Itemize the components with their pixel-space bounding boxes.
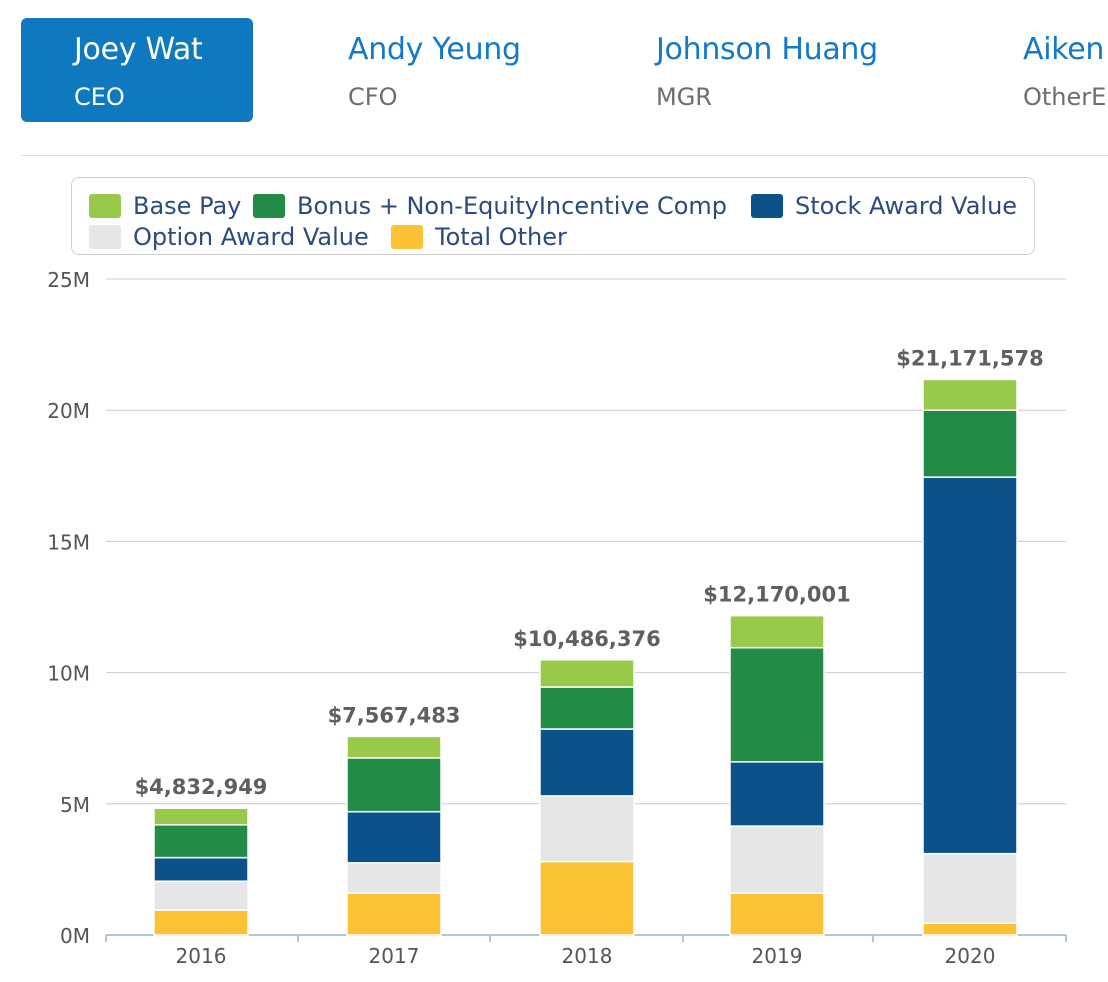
legend-swatch	[751, 194, 783, 218]
legend-item-stock-award[interactable]: Stock Award Value	[751, 192, 1017, 220]
legend-swatch	[89, 194, 121, 218]
bar-segment[interactable]	[922, 476, 1018, 855]
bar-segment[interactable]	[346, 757, 442, 813]
tab-johnson-huang[interactable]: Johnson Huang MGR	[656, 18, 878, 122]
legend-swatch	[253, 194, 285, 218]
bar-total-label: $21,171,578	[896, 346, 1043, 370]
tabs-divider	[20, 155, 1108, 156]
bar-segment[interactable]	[346, 810, 442, 864]
bar-segment[interactable]	[922, 852, 1018, 924]
tab-name: Andy Yeung	[348, 32, 521, 67]
tab-name: Johnson Huang	[656, 32, 878, 67]
bar-segment[interactable]	[539, 686, 635, 730]
bar-segment[interactable]	[346, 735, 442, 759]
bar-total-label: $12,170,001	[703, 583, 850, 607]
legend-item-bonus[interactable]: Bonus + Non-EquityIncentive Comp	[253, 192, 727, 220]
y-tick-label: 5M	[60, 793, 90, 817]
legend-swatch	[89, 225, 121, 249]
bar-segment[interactable]	[539, 860, 635, 936]
x-tick-label: 2017	[369, 944, 420, 968]
bar-total-label: $7,567,483	[328, 703, 461, 727]
chart-legend: Base Pay Bonus + Non-EquityIncentive Com…	[71, 177, 1035, 255]
tab-aiken[interactable]: Aiken OtherE	[1023, 18, 1106, 122]
tab-role: MGR	[656, 83, 712, 111]
y-tick-label: 20M	[47, 399, 90, 423]
tab-role: OtherE	[1023, 83, 1107, 111]
x-tick-label: 2019	[752, 944, 803, 968]
y-tick-label: 0M	[60, 924, 90, 948]
legend-item-base-pay[interactable]: Base Pay	[89, 192, 241, 220]
bar-segment[interactable]	[729, 614, 825, 649]
bar-segment[interactable]	[729, 825, 825, 894]
y-tick-label: 10M	[47, 662, 90, 686]
tab-name: Joey Wat	[74, 32, 203, 67]
tab-role: CEO	[74, 83, 125, 111]
x-tick-label: 2020	[945, 944, 996, 968]
bar-segment[interactable]	[346, 892, 442, 936]
legend-label: Option Award Value	[133, 223, 369, 251]
bar-segment[interactable]	[729, 892, 825, 936]
y-tick-label: 25M	[47, 268, 90, 292]
tab-role: CFO	[348, 83, 398, 111]
bar-segment[interactable]	[922, 378, 1018, 411]
bar-segment[interactable]	[153, 856, 249, 882]
x-tick-label: 2018	[562, 944, 613, 968]
bar-segment[interactable]	[922, 922, 1018, 936]
bar-segment[interactable]	[153, 880, 249, 911]
y-tick-label: 15M	[47, 530, 90, 554]
bar-segment[interactable]	[922, 409, 1018, 478]
bar-segment[interactable]	[539, 795, 635, 863]
legend-label: Base Pay	[133, 192, 242, 220]
tab-andy-yeung[interactable]: Andy Yeung CFO	[348, 18, 521, 122]
executive-tabs: Joey Wat CEO Andy Yeung CFO Johnson Huan…	[0, 0, 1108, 156]
bar-total-label: $4,832,949	[135, 775, 268, 799]
bar-segment[interactable]	[729, 761, 825, 827]
legend-label: Stock Award Value	[795, 192, 1018, 220]
bar-segment[interactable]	[539, 728, 635, 797]
legend-swatch	[391, 225, 423, 249]
bar-segment[interactable]	[153, 909, 249, 936]
bar-segment[interactable]	[729, 646, 825, 763]
bar-segment[interactable]	[539, 659, 635, 688]
tab-joey-wat[interactable]: Joey Wat CEO	[21, 18, 253, 122]
bar-segment[interactable]	[153, 824, 249, 859]
x-tick-label: 2016	[176, 944, 227, 968]
tab-name: Aiken	[1023, 32, 1105, 67]
bar-segment[interactable]	[153, 807, 249, 826]
bar-segment[interactable]	[346, 862, 442, 894]
bar-total-label: $10,486,376	[513, 627, 660, 651]
legend-item-option-award[interactable]: Option Award Value	[89, 223, 369, 251]
legend-item-total-other[interactable]: Total Other	[391, 223, 567, 251]
legend-label: Total Other	[435, 223, 567, 251]
legend-label: Bonus + Non-EquityIncentive Comp	[297, 192, 728, 220]
